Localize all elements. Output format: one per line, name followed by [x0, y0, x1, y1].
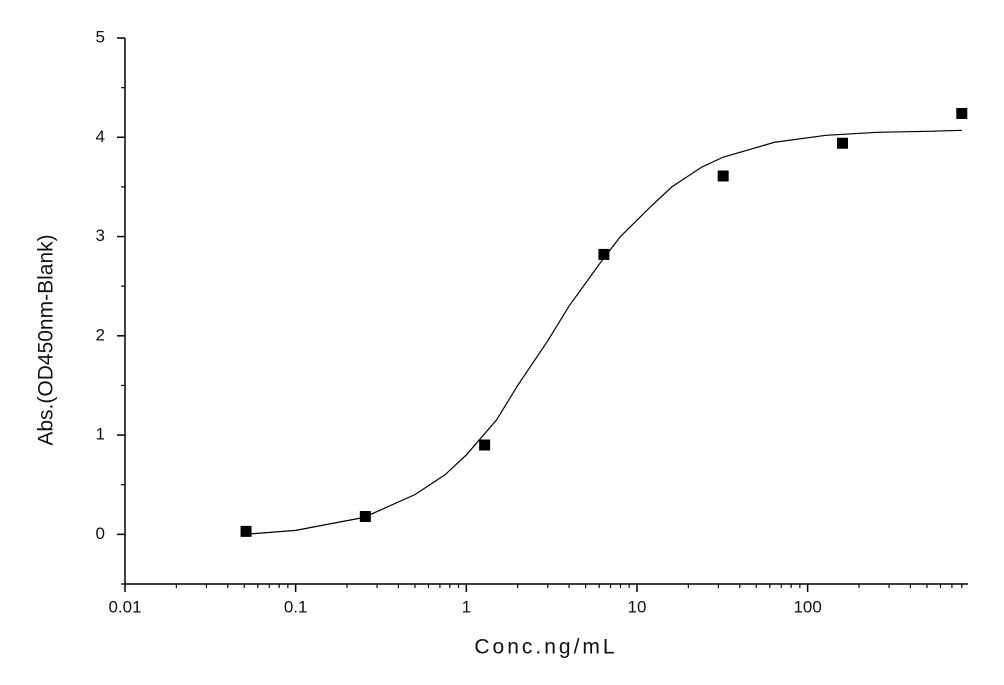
- y-axis-title: Abs.(OD450nm-Blank): [35, 234, 58, 445]
- y-tick-label: 0: [96, 524, 105, 543]
- y-tick-label: 3: [96, 226, 105, 245]
- fit-curve: [244, 129, 962, 535]
- x-tick-label: 10: [628, 597, 647, 616]
- marker: [836, 137, 848, 149]
- marker: [598, 248, 610, 260]
- marker: [479, 439, 491, 451]
- x-tick-label: 0.01: [108, 597, 141, 616]
- marker: [956, 107, 968, 119]
- y-tick-label: 5: [96, 27, 105, 46]
- x-tick-label: 1: [462, 597, 471, 616]
- x-tick-label: 0.1: [284, 597, 308, 616]
- marker: [717, 170, 729, 182]
- y-tick-label: 1: [96, 425, 105, 444]
- x-axis-title: Conc.ng/mL: [474, 636, 617, 659]
- x-tick-label: 100: [793, 597, 821, 616]
- y-tick-label: 4: [96, 127, 105, 146]
- marker: [240, 525, 252, 537]
- y-tick-label: 2: [96, 325, 105, 344]
